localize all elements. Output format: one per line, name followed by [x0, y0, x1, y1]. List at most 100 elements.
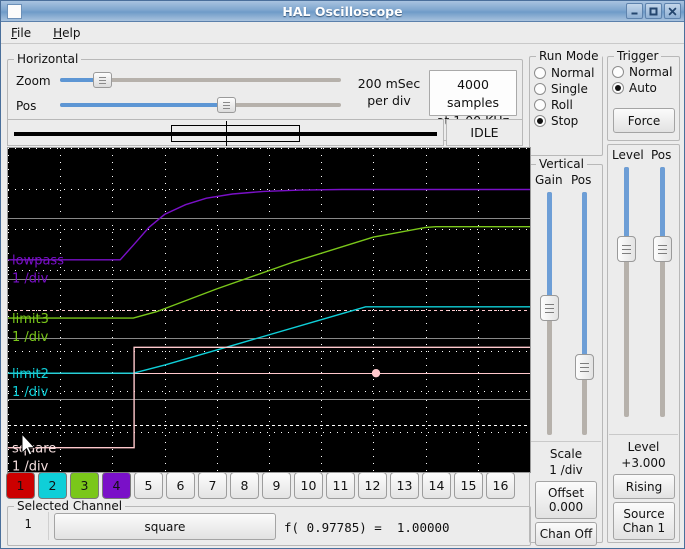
minimize-icon[interactable]: [626, 3, 643, 19]
close-icon[interactable]: [664, 3, 681, 19]
trigger-edge-button[interactable]: Rising: [613, 474, 675, 499]
zoom-slider[interactable]: [60, 72, 341, 88]
vertical-pos-slider[interactable]: [575, 192, 594, 435]
trigger-level-readout-value: +3.000: [621, 456, 666, 470]
channel-button-10[interactable]: 10: [294, 472, 323, 499]
vertical-gain-slider[interactable]: [540, 192, 559, 435]
channel-button-15[interactable]: 15: [454, 472, 483, 499]
channel-button-4[interactable]: 4: [102, 472, 131, 499]
run-mode-single-label: Single: [551, 82, 588, 96]
pos-slider-thumb[interactable]: [217, 97, 236, 113]
radio-roll-icon[interactable]: [534, 99, 546, 111]
run-mode-group: Run Mode Normal Single Roll Stop: [529, 49, 603, 156]
trace-scale-limit3: 1 /div: [12, 330, 49, 345]
channel-button-label: 9: [272, 478, 281, 493]
menu-bar: File Help: [1, 22, 684, 44]
trigger-level-thumb[interactable]: [617, 236, 636, 262]
trigger-source-label: Source: [623, 507, 665, 521]
zoom-slider-thumb[interactable]: [93, 72, 112, 88]
trigger-option-auto[interactable]: Auto: [608, 80, 679, 96]
maximize-icon[interactable]: [645, 3, 662, 19]
vpos-slider-thumb[interactable]: [575, 354, 594, 380]
timebase-readout: 200 mSec per div: [349, 75, 429, 109]
channel-button-bar: 1 2 3 4 5 6 7 8 9 10 11 12 13 14 15 16: [6, 471, 532, 500]
channel-button-label: 4: [112, 478, 121, 493]
channel-button-9[interactable]: 9: [262, 472, 291, 499]
radio-normal-icon[interactable]: [534, 67, 546, 79]
channel-button-label: 6: [176, 478, 185, 493]
trigger-pos-thumb[interactable]: [653, 236, 672, 262]
horizontal-group: Horizontal Zoom Pos 200 mSec per div 400…: [7, 52, 523, 141]
trigger-source-value: Chan 1: [622, 521, 666, 535]
horizontal-pos-slider[interactable]: [60, 97, 341, 113]
channel-button-label: 10: [300, 478, 317, 493]
trace-label-lowpass: lowpass: [12, 254, 64, 269]
trace-scale-square: 1 /div: [12, 460, 49, 472]
channel-button-3[interactable]: 3: [70, 472, 99, 499]
run-mode-option-normal[interactable]: Normal: [530, 65, 602, 81]
run-mode-option-single[interactable]: Single: [530, 81, 602, 97]
trigger-level-slider[interactable]: [617, 167, 636, 417]
zoom-slider-fill: [60, 78, 102, 82]
overview-trigger-tick: [226, 121, 227, 146]
gain-slider-thumb[interactable]: [540, 295, 559, 321]
menu-file[interactable]: File: [11, 25, 32, 40]
title-bar[interactable]: HAL Oscilloscope: [1, 1, 684, 22]
trigger-option-normal[interactable]: Normal: [608, 64, 679, 80]
channel-button-11[interactable]: 11: [326, 472, 355, 499]
channel-button-label: 15: [460, 478, 477, 493]
menu-help[interactable]: Help: [53, 25, 81, 40]
trigger-group: Trigger Normal Auto Force: [607, 49, 680, 141]
channel-button-label: 7: [208, 478, 217, 493]
offset-button[interactable]: Offset 0.000: [535, 481, 597, 519]
channel-button-label: 13: [396, 478, 413, 493]
trigger-level-group: Level Pos Level +3.000 Rising Source Cha…: [607, 144, 680, 543]
scope-display[interactable]: lowpass 1 /div limit3 1 /div limit2 1 /div squ…: [7, 147, 531, 473]
channel-button-6[interactable]: 6: [166, 472, 195, 499]
sample-count: 4000 samples: [447, 77, 499, 110]
pos-slider-fill: [60, 103, 226, 107]
channel-button-1[interactable]: 1: [6, 472, 35, 499]
vertical-scale-value: 1 /div: [549, 463, 583, 477]
horizontal-overview-bar[interactable]: [7, 119, 444, 146]
force-trigger-button[interactable]: Force: [613, 108, 675, 133]
trace-label-square: square: [12, 442, 56, 457]
radio-trigger-auto-icon[interactable]: [612, 82, 624, 94]
channel-button-7[interactable]: 7: [198, 472, 227, 499]
run-mode-option-stop[interactable]: Stop: [530, 113, 602, 129]
run-mode-option-roll[interactable]: Roll: [530, 97, 602, 113]
radio-stop-icon[interactable]: [534, 115, 546, 127]
offset-value: 0.000: [548, 500, 584, 514]
selected-channel-legend: Selected Channel: [14, 499, 126, 513]
pos-label: Pos: [16, 99, 37, 113]
trigger-source-button[interactable]: Source Chan 1: [613, 502, 675, 540]
menu-file-label: ile: [17, 25, 32, 40]
channel-button-label: 8: [240, 478, 249, 493]
channel-button-8[interactable]: 8: [230, 472, 259, 499]
window-menu-icon[interactable]: [7, 3, 22, 19]
trigger-pos-slider[interactable]: [653, 167, 672, 417]
trigger-level-slider-label: Level: [612, 148, 644, 162]
channel-button-12[interactable]: 12: [358, 472, 387, 499]
timebase-line1: 200 mSec: [357, 76, 421, 91]
overview-window-box[interactable]: [171, 125, 300, 142]
sample-rate-box[interactable]: 4000 samples at 1.00 KHz: [429, 70, 517, 128]
selected-channel-divider: [48, 512, 49, 540]
channel-button-13[interactable]: 13: [390, 472, 419, 499]
trigger-legend: Trigger: [614, 49, 662, 63]
vertical-pos-label: Pos: [571, 173, 592, 187]
channel-button-5[interactable]: 5: [134, 472, 163, 499]
menu-help-label: elp: [62, 25, 81, 40]
timebase-line2: per div: [367, 93, 411, 108]
window-controls: [626, 3, 681, 19]
channel-button-2[interactable]: 2: [38, 472, 67, 499]
signal-name-button[interactable]: square: [54, 513, 276, 540]
radio-trigger-normal-icon[interactable]: [612, 66, 624, 78]
chan-off-button[interactable]: Chan Off: [535, 522, 597, 546]
trigger-separator: [609, 434, 678, 435]
channel-button-14[interactable]: 14: [422, 472, 451, 499]
channel-button-16[interactable]: 16: [486, 472, 515, 499]
trigger-level-fill: [624, 167, 629, 243]
radio-single-icon[interactable]: [534, 83, 546, 95]
trigger-pos-slider-label: Pos: [651, 148, 672, 162]
